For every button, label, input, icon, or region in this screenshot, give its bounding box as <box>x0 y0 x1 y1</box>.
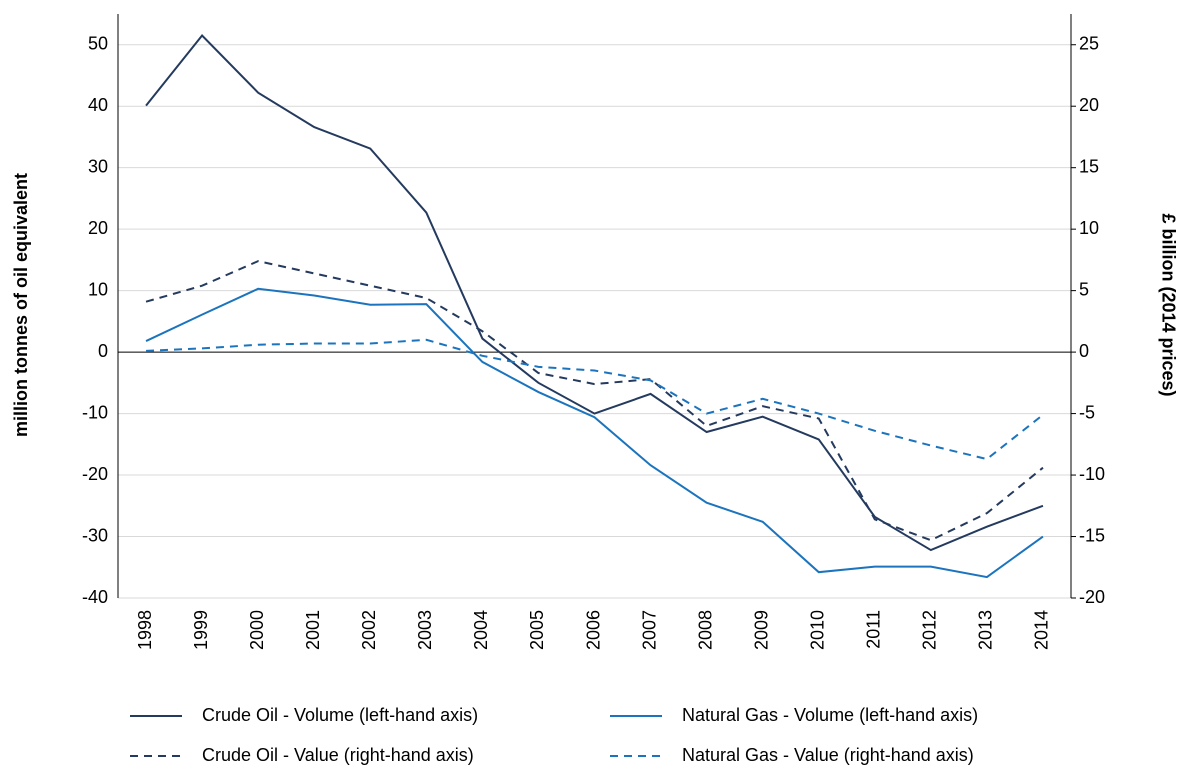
x-tick-label: 1999 <box>191 610 211 650</box>
y-tick-label: 20 <box>88 218 108 238</box>
x-tick-label: 2011 <box>864 610 884 649</box>
x-tick-label: 2005 <box>527 610 547 650</box>
x-tick-label: 2008 <box>695 610 715 650</box>
x-tick-label: 2004 <box>471 610 491 650</box>
y-axis-title: million tonnes of oil equivalent <box>11 173 31 437</box>
y-tick-label: 10 <box>88 279 108 299</box>
legend-label: Crude Oil - Volume (left-hand axis) <box>202 705 478 725</box>
series-line <box>145 260 1044 542</box>
y2-tick-label: 5 <box>1079 279 1089 299</box>
y-tick-label: -30 <box>82 525 108 545</box>
y2-tick-label: -15 <box>1079 525 1105 545</box>
x-tick-label: 1998 <box>135 610 155 650</box>
y2-tick-label: -20 <box>1079 587 1105 607</box>
x-tick-label: 2007 <box>639 610 659 650</box>
x-tick-label: 2013 <box>976 610 996 650</box>
y-tick-label: 50 <box>88 33 108 53</box>
y2-axis-title: £ billion (2014 prices) <box>1158 213 1178 396</box>
legend-label: Crude Oil - Value (right-hand axis) <box>202 745 474 765</box>
x-tick-label: 2001 <box>303 610 323 650</box>
legend-label: Natural Gas - Volume (left-hand axis) <box>682 705 978 725</box>
y2-tick-label: 0 <box>1079 341 1089 361</box>
series-line <box>145 338 1044 461</box>
legend-label: Natural Gas - Value (right-hand axis) <box>682 745 974 765</box>
y-tick-label: -40 <box>82 587 108 607</box>
x-tick-label: 2010 <box>807 610 827 650</box>
y2-tick-label: -5 <box>1079 402 1095 422</box>
y2-tick-label: -10 <box>1079 464 1105 484</box>
y-tick-label: 40 <box>88 95 108 115</box>
x-tick-label: 2003 <box>415 610 435 650</box>
y2-tick-label: 20 <box>1079 95 1099 115</box>
y2-tick-label: 25 <box>1079 33 1099 53</box>
x-tick-label: 2002 <box>359 610 379 650</box>
y-tick-label: 0 <box>98 341 108 361</box>
series-line <box>145 287 1044 579</box>
x-tick-label: 2000 <box>247 610 267 650</box>
y2-tick-label: 15 <box>1079 156 1099 176</box>
x-tick-label: 2009 <box>751 610 771 650</box>
y2-tick-label: 10 <box>1079 218 1099 238</box>
y-tick-label: 30 <box>88 156 108 176</box>
x-tick-label: 2012 <box>920 610 940 650</box>
x-tick-label: 2006 <box>583 610 603 650</box>
series-line <box>145 34 1044 552</box>
x-tick-label: 2014 <box>1032 610 1052 650</box>
y-tick-label: -10 <box>82 402 108 422</box>
y-tick-label: -20 <box>82 464 108 484</box>
